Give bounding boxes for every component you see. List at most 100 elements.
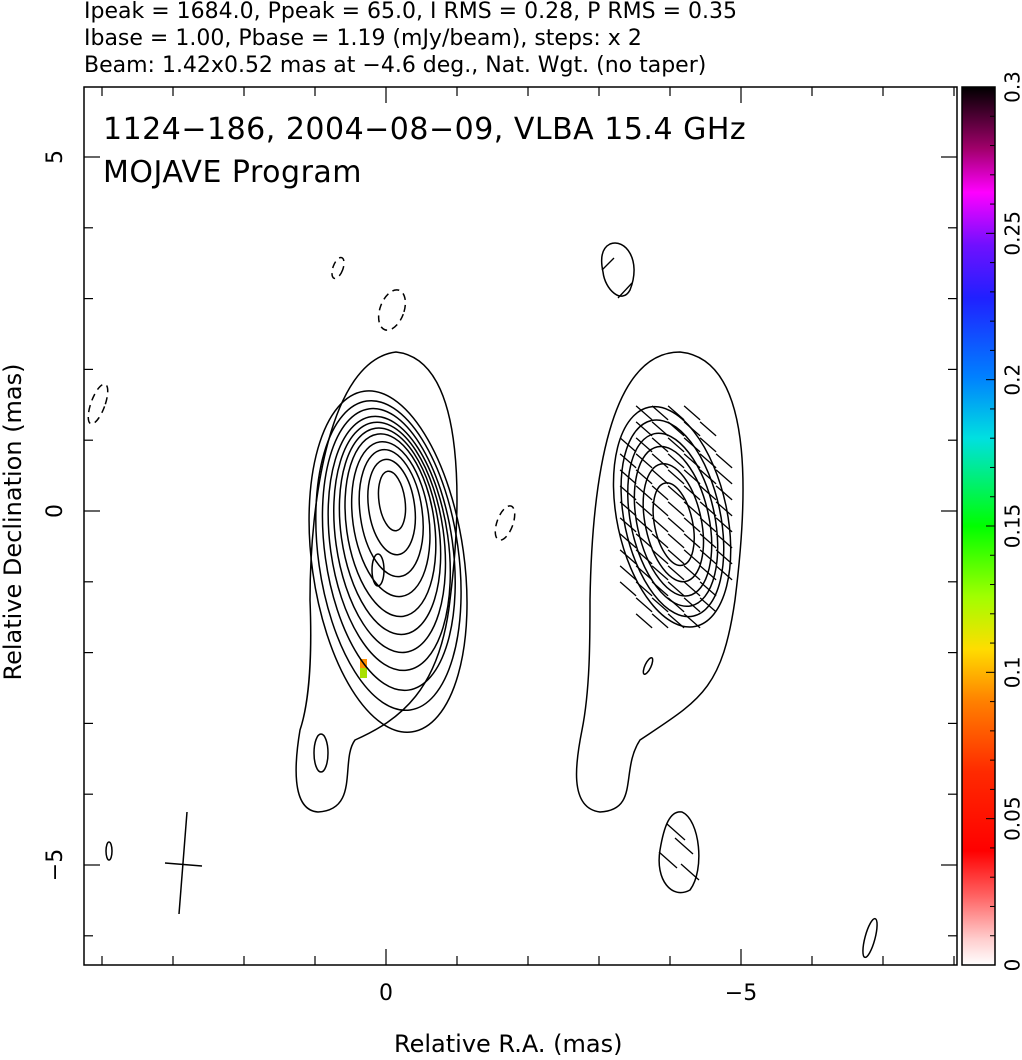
evpa-vector [667,597,685,613]
evpa-vector [699,549,717,565]
evpa-vector [683,485,701,501]
evpa-vector [651,453,669,469]
frac-pol-pixel [360,668,367,678]
evpa-vector [651,533,669,549]
header-base-line: Ibase = 1.00, Pbase = 1.19 (mJy/beam), s… [84,26,642,51]
evpa-vector [651,485,669,501]
evpa-vector [699,453,717,469]
evpa-vector [635,453,653,469]
evpa-vector [680,863,700,881]
negative-contour [331,256,345,280]
evpa-vector [667,533,685,549]
y-axis-label: Relative Declination (mas) [0,363,27,681]
evpa-vector [715,469,733,485]
evpa-vector [699,485,717,501]
evpa-vector [683,501,701,517]
evpa-vector [715,549,733,565]
polarized-intensity-contour [658,811,700,894]
plot-subtitle: MOJAVE Program [103,155,363,190]
evpa-vector [651,597,669,613]
header-peak-line: Ipeak = 1684.0, Ppeak = 65.0, I RMS = 0.… [84,0,737,24]
total-intensity-contour [313,733,329,773]
evpa-vector [667,517,685,533]
polarized-intensity-contour [633,445,713,597]
evpa-vector [619,517,637,533]
evpa-vector [699,581,717,597]
evpa-vector [715,533,733,549]
evpa-vector [683,517,701,533]
evpa-vector [651,437,669,453]
x-axis-label: Relative R.A. (mas) [394,1030,623,1058]
evpa-vector [635,421,653,437]
evpa-vector [619,533,637,549]
total-intensity-contour [358,448,424,578]
evpa-vector [635,405,653,421]
evpa-vector [699,469,717,485]
evpa-vector [651,421,669,437]
evpa-vector [667,581,685,597]
total-intensity-contour [333,421,447,654]
evpa-vector [683,613,701,629]
evpa-vector [667,437,685,453]
colorbar-tick-label: 0.05 [1001,796,1022,841]
total-intensity-contour [308,390,468,733]
evpa-vector [635,597,653,613]
evpa-vector [683,421,701,437]
evpa-vector [667,485,685,501]
total-intensity-contour [862,917,878,959]
total-intensity-contour [344,433,437,618]
evpa-vector [651,549,669,565]
colorbar-tick-label: 0.2 [1001,364,1022,396]
total-intensity-contour [338,427,442,636]
evpa-vector [619,485,637,501]
evpa-vector [683,453,701,469]
evpa-vector [674,837,694,855]
negative-contour [377,289,407,331]
evpa-vector [715,517,733,533]
evpa-vector [651,517,669,533]
y-tick-label: 5 [43,150,68,164]
evpa-vector [667,469,685,485]
evpa-vector [667,565,685,581]
evpa-vector [651,469,669,485]
evpa-vector [635,517,653,533]
evpa-vector [651,501,669,517]
plot-frame [83,86,958,966]
evpa-vector [667,453,685,469]
evpa-vector [635,549,653,565]
colorbar-tick-label: 0.3 [1001,71,1022,103]
evpa-vector [635,613,653,629]
evpa-vector [635,437,653,453]
total-intensity-contour [350,440,431,598]
evpa-vector [667,421,685,437]
evpa-vector [619,453,637,469]
colorbar-tick-label: 0 [1001,959,1022,972]
evpa-vector [683,565,701,581]
total-intensity-contour [327,415,452,672]
evpa-vector [667,405,685,421]
plot-title: 1124−186, 2004−08−09, VLBA 15.4 GHz [103,112,747,147]
beam-major-axis [178,811,188,915]
evpa-vector [651,581,669,597]
evpa-vector [683,437,701,453]
total-intensity-contour [105,841,113,861]
evpa-vector [635,501,653,517]
evpa-vector [635,485,653,501]
evpa-vector [619,581,637,597]
evpa-vector [699,501,717,517]
y-tick-label: 0 [43,504,68,518]
evpa-vector [667,549,685,565]
evpa-vector [635,581,653,597]
evpa-vector [715,453,733,469]
negative-contour [494,505,516,541]
evpa-vector [658,851,678,869]
evpa-vector [601,257,615,271]
total-intensity-contour [367,458,417,556]
evpa-vector [619,501,637,517]
evpa-vector [683,597,701,613]
evpa-vector [699,517,717,533]
evpa-vector [619,549,637,565]
evpa-vector [619,469,637,485]
polarized-intensity-contour [575,351,744,813]
